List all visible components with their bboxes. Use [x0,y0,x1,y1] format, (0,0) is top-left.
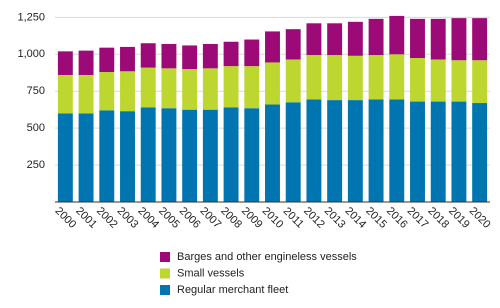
bar-segment [223,107,239,202]
x-tick-label: 2009 [239,205,265,231]
bar-segment [410,18,425,58]
x-tick-label: 2010 [260,205,286,231]
bar-segment [347,100,363,202]
bar-segment [78,113,94,202]
bar-segment [140,107,156,202]
bar-segment [451,60,467,102]
x-tick-label: 2018 [425,205,451,231]
x-tick-label: 2019 [446,205,472,231]
bar-segment [368,18,384,56]
bar-segment [306,99,322,202]
bar-segment [347,55,363,101]
bar-segment [202,43,218,69]
x-tick-label: 2007 [198,205,224,231]
bar-segment [202,68,218,110]
y-tick-label: 250 [27,159,45,171]
x-tick-label: 2012 [301,205,327,231]
bar-segment [389,99,405,202]
bar-segment [223,41,239,67]
bar-segment [430,101,446,202]
bar-segment [161,68,177,109]
legend-swatch [160,252,170,262]
bar-segment [140,43,156,68]
bar-segment [57,74,73,114]
bar-segment [161,108,177,202]
x-tick-label: 2014 [343,205,369,231]
x-tick-label: 2002 [94,205,120,231]
bar-segment [472,18,488,61]
bar-segment [57,113,73,202]
bar-segment [120,46,135,72]
bar-segment [389,54,405,100]
bar-segment [99,47,115,73]
bar-segment [120,71,135,112]
x-tick-label: 2003 [115,205,141,231]
bar-segment [182,109,198,202]
legend-label: Regular merchant fleet [177,284,288,296]
x-tick-label: 2016 [384,205,410,231]
bar-segment [368,99,384,202]
bar-segment [327,55,343,101]
bar-segment [410,58,425,102]
bar-segment [327,23,343,56]
x-tick-label: 2017 [405,205,431,231]
bar-segment [78,50,94,75]
bar-segment [306,55,322,100]
bar-segment [451,101,467,202]
y-tick-label: 750 [27,85,45,97]
bar-segment [202,109,218,202]
x-tick-label: 2013 [322,205,348,231]
bar-segment [223,66,239,108]
legend-label: Small vessels [177,267,245,279]
y-tick-label: 500 [27,122,45,134]
legend-swatch [160,285,170,295]
bar-segment [285,59,301,103]
x-tick-label: 2015 [363,205,389,231]
bar-segment [472,60,488,104]
bar-segment [430,18,446,60]
bar-segment [410,101,425,202]
bar-segment [99,72,115,111]
bar-segment [285,102,301,202]
x-tick-label: 2008 [218,205,244,231]
y-tick-label: 1,250 [17,11,45,23]
bar-segment [244,66,260,109]
x-tick-label: 2000 [53,205,79,231]
bar-segment [120,111,135,202]
y-tick-label: 1,000 [17,48,45,60]
bar-segment [244,39,260,67]
bar-segment [327,100,343,202]
bar-segment [451,18,467,61]
bar-segment [285,29,301,60]
bar-segment [265,62,280,105]
bar-segment [389,15,405,55]
bar-segment [244,108,260,202]
bar-segment [265,104,280,202]
x-tick-label: 2006 [177,205,203,231]
x-tick-label: 2020 [467,205,493,231]
bar-segment [265,31,280,63]
bar-segment [182,69,198,110]
bar-segment [161,43,177,69]
bar-segment [306,23,322,56]
x-tick-label: 2005 [156,205,182,231]
bar-segment [182,45,198,70]
x-tick-label: 2011 [281,205,306,230]
x-tick-label: 2001 [73,205,99,231]
bar-segment [78,74,94,114]
bar-segment [347,21,363,56]
legend-swatch [160,268,170,279]
bar-segment [472,103,488,202]
bar-segment [99,110,115,202]
legend-label: Barges and other engineless vessels [177,251,357,263]
bar-segment [140,67,156,108]
x-tick-label: 2004 [135,205,161,231]
bar-segment [430,59,446,102]
bar-segment [57,51,73,75]
bar-segment [368,55,384,100]
